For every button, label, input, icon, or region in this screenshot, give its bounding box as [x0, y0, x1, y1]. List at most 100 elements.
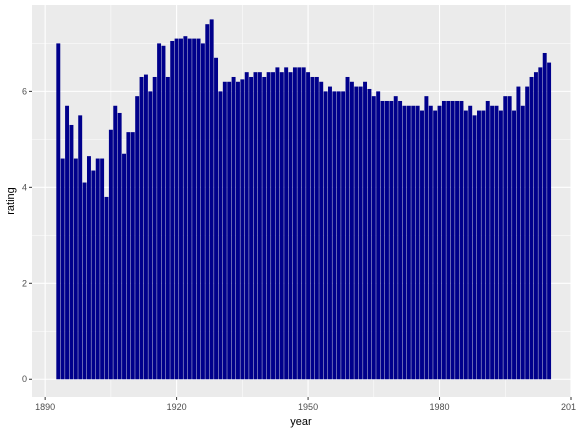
bar	[161, 46, 165, 379]
bar	[254, 72, 258, 379]
bar	[245, 72, 249, 379]
bar	[350, 82, 354, 379]
bar	[210, 19, 214, 379]
bar	[289, 72, 293, 379]
bar	[56, 43, 60, 379]
bar	[118, 113, 122, 379]
bar	[372, 96, 376, 379]
bar	[473, 115, 477, 379]
bar	[83, 183, 87, 380]
y-tick-label: 0	[22, 374, 27, 384]
y-tick-label: 2	[22, 278, 27, 288]
bar	[337, 91, 341, 379]
bar	[284, 67, 288, 379]
bar	[341, 91, 345, 379]
bar	[363, 82, 367, 379]
bar	[271, 72, 275, 379]
bar	[512, 111, 516, 380]
bar	[429, 106, 433, 379]
bar	[166, 77, 170, 379]
bar	[61, 159, 65, 380]
bar	[78, 115, 82, 379]
bar	[381, 101, 385, 379]
bar	[407, 106, 411, 379]
bar	[508, 96, 512, 379]
bar	[516, 87, 520, 380]
bar	[105, 197, 109, 379]
bar	[433, 111, 437, 380]
bar	[280, 72, 284, 379]
bar	[232, 77, 236, 379]
bar	[420, 111, 424, 380]
bar	[385, 101, 389, 379]
bar	[534, 72, 538, 379]
bar	[376, 91, 380, 379]
y-tick-label: 6	[22, 86, 27, 96]
bar	[179, 39, 183, 380]
bar	[91, 171, 95, 380]
bar	[113, 106, 117, 379]
bar	[262, 77, 266, 379]
bar	[477, 111, 481, 380]
bar	[315, 77, 319, 379]
bar	[319, 82, 323, 379]
bar	[424, 96, 428, 379]
bar	[367, 89, 371, 379]
bar	[490, 106, 494, 379]
bar	[69, 125, 73, 379]
bar	[521, 106, 525, 379]
bar	[148, 91, 152, 379]
bar	[153, 77, 157, 379]
bar	[175, 39, 179, 380]
bar	[109, 130, 113, 379]
bar	[403, 106, 407, 379]
bar	[442, 101, 446, 379]
bar	[140, 77, 144, 379]
bar	[543, 53, 547, 379]
bar	[74, 159, 78, 380]
y-axis-title: rating	[5, 187, 17, 215]
bar	[359, 87, 363, 380]
bar	[394, 96, 398, 379]
bar	[227, 82, 231, 379]
bar	[486, 101, 490, 379]
bar	[267, 72, 271, 379]
bar	[297, 67, 301, 379]
bar	[100, 159, 104, 380]
bar	[126, 132, 130, 379]
bar	[459, 101, 463, 379]
bar	[324, 91, 328, 379]
bar	[332, 91, 336, 379]
bar	[446, 101, 450, 379]
bar	[214, 58, 218, 379]
bar	[183, 36, 187, 379]
bar	[455, 101, 459, 379]
bar	[302, 67, 306, 379]
bar	[547, 63, 551, 380]
bar	[503, 96, 507, 379]
bar	[468, 106, 472, 379]
bar	[218, 91, 222, 379]
bar	[87, 156, 91, 379]
bar	[481, 111, 485, 380]
x-tick-label: 1950	[298, 402, 318, 412]
bar	[96, 159, 100, 380]
bar	[201, 43, 205, 379]
bar	[538, 67, 542, 379]
bar	[240, 79, 244, 379]
bar	[306, 72, 310, 379]
bar	[328, 87, 332, 380]
bar	[258, 72, 262, 379]
bar	[495, 106, 499, 379]
bar	[65, 106, 69, 379]
bar	[354, 87, 358, 380]
x-tick-label: 1920	[167, 402, 187, 412]
bar	[205, 24, 209, 379]
x-axis-title: year	[290, 416, 312, 428]
bar	[135, 96, 139, 379]
bar	[236, 82, 240, 379]
x-tick-label: 1980	[430, 402, 450, 412]
